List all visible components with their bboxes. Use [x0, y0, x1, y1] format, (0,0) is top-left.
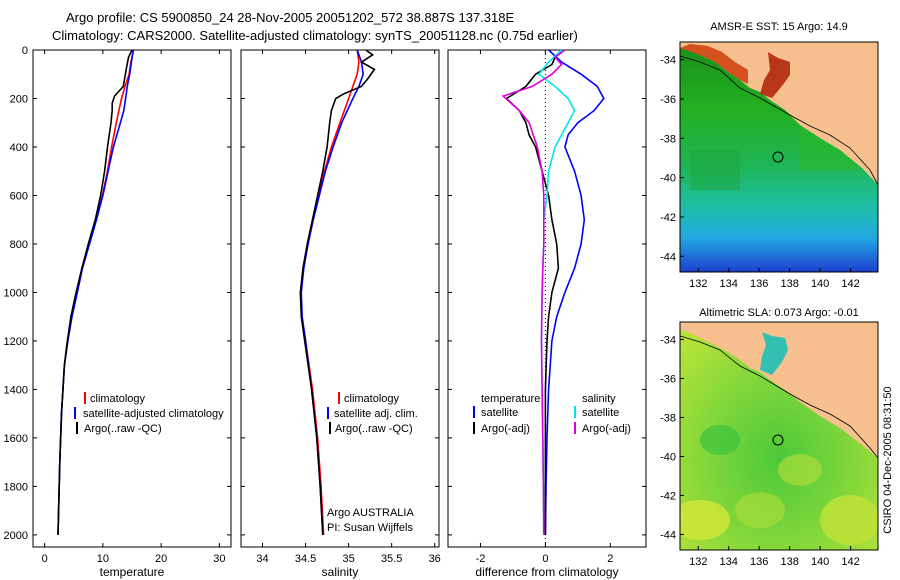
sla-map-title: Altimetric SLA: 0.073 Argo: -0.01 [699, 307, 859, 319]
sst-map [679, 41, 879, 273]
legend-temperature-argo-adj: Argo(-adj) [481, 423, 530, 435]
map-x-tick-label: 134 [720, 556, 738, 568]
y-tick-label: 0 [22, 45, 28, 57]
y-tick-label: 800 [10, 239, 28, 251]
profile-panel-2: 34 34.5 35 35.5 36 salinity [240, 49, 441, 579]
legend-header-temperature: temperature [481, 393, 540, 405]
y-tick-label: 200 [10, 93, 28, 105]
map-x-tick-label: 140 [811, 556, 829, 568]
sst-coastal-warm-water [680, 44, 748, 84]
x-tick-label: 36 [429, 553, 441, 565]
legend-climatology: climatology [90, 393, 146, 405]
map-y-tick-label: -38 [660, 133, 676, 145]
difference-legend: temperature salinity satellite Argo(-adj… [473, 393, 631, 435]
series-line-temperature-satellite [544, 49, 605, 535]
map-y-tick-label: -44 [660, 529, 676, 541]
map-y-tick-label: -40 [660, 173, 676, 185]
map-x-tick-label: 142 [841, 556, 859, 568]
x-tick-label: 34 [256, 553, 268, 565]
x-tick-label: -2 [476, 553, 486, 565]
legend-satellite-adjusted-climatology: satellite-adjusted climatology [83, 408, 224, 420]
map-x-tick-label: 142 [841, 278, 859, 290]
x-axis-label: temperature [100, 565, 165, 579]
y-tick-label: 2000 [4, 530, 28, 542]
x-tick-label: 10 [97, 553, 109, 565]
map-x-tick-label: 138 [780, 278, 798, 290]
map-y-tick-label: -40 [660, 451, 676, 463]
map-x-tick-label: 138 [780, 556, 798, 568]
legend-argo-raw-qc: Argo(..raw -QC) [84, 423, 162, 435]
annotation-argo-australia: Argo AUSTRALIA [327, 507, 414, 519]
map-axes-2: 132 134 136 138 140 142 -34 -36 -38 -40 -42 -44 [660, 335, 860, 568]
y-tick-label: 400 [10, 142, 28, 154]
y-tick-label: 1000 [4, 287, 28, 299]
y-tick-label: 1600 [4, 433, 28, 445]
x-tick-label: 0 [42, 553, 48, 565]
map-y-tick-label: -34 [660, 335, 676, 347]
legend-satellite-adj-clim: satellite adj. clim. [334, 408, 418, 420]
legend-temperature-satellite: satellite [481, 407, 518, 419]
map-y-tick-label: -34 [660, 55, 676, 67]
series-line-temperature-argo-adj- [505, 49, 563, 535]
y-tick-label: 600 [10, 190, 28, 202]
map-y-tick-label: -42 [660, 490, 676, 502]
x-axis-label: difference from climatology [475, 565, 618, 579]
map-x-tick-label: 134 [720, 278, 738, 290]
salinity-legend: climatology satellite adj. clim. Argo(..… [327, 392, 418, 435]
sla-map [679, 321, 879, 551]
sst-gulf [760, 52, 790, 98]
legend-climatology-2: climatology [344, 393, 400, 405]
x-tick-label: 30 [213, 553, 225, 565]
x-tick-label: 35.5 [381, 553, 402, 565]
header-line-1: Argo profile: CS 5900850_24 28-Nov-2005 … [66, 10, 515, 25]
sla-gulf [760, 332, 788, 375]
x-tick-label: 0 [542, 553, 548, 565]
map-axes-1: 132 134 136 138 140 142 -34 -36 -38 -40 -42 -44 [660, 55, 860, 290]
x-tick-label: 34.5 [295, 553, 316, 565]
x-tick-label: 2 [607, 553, 613, 565]
sla-land [680, 322, 878, 458]
map-x-tick-label: 136 [750, 278, 768, 290]
sst-shelf-contour [680, 55, 878, 186]
map-x-tick-label: 132 [689, 278, 707, 290]
x-tick-label: 20 [155, 553, 167, 565]
series-line-argo-raw-qc- [57, 49, 133, 535]
sla-float-marker [772, 434, 784, 446]
legend-header-salinity: salinity [582, 393, 616, 405]
profile-panel-1: 0 10 20 30 0 200 400 600 800 1000 1200 1400 1600 1800… [4, 45, 232, 579]
legend-salinity-argo-adj: Argo(-adj) [582, 423, 631, 435]
map-y-tick-label: -42 [660, 212, 676, 224]
sst-map-title: AMSR-E SST: 15 Argo: 14.9 [710, 21, 848, 33]
map-x-tick-label: 136 [750, 556, 768, 568]
map-y-tick-label: -36 [660, 374, 676, 386]
map-y-tick-label: -38 [660, 412, 676, 424]
x-tick-label: 35 [342, 553, 354, 565]
map-x-tick-label: 132 [689, 556, 707, 568]
header-line-2: Climatology: CARS2000. Satellite-adjuste… [52, 28, 578, 43]
series-line-salinity-argo-adj- [501, 49, 566, 535]
legend-salinity-satellite: satellite [582, 407, 619, 419]
y-tick-label: 1200 [4, 336, 28, 348]
legend-argo-raw-qc-2: Argo(..raw -QC) [335, 423, 413, 435]
map-y-tick-label: -44 [660, 251, 676, 263]
temperature-legend: climatology satellite-adjusted climatolo… [74, 392, 224, 435]
footer-timestamp-vertical: CSIRO 04-Dec-2005 08:31:50 [882, 386, 894, 533]
panel-frame [240, 49, 440, 548]
annotation-pi-name: PI: Susan Wijffels [327, 522, 413, 534]
sst-land [680, 42, 878, 185]
y-tick-label: 1800 [4, 481, 28, 493]
map-x-tick-label: 140 [811, 278, 829, 290]
sla-shelf-contour [680, 335, 878, 459]
sst-float-marker [772, 151, 784, 163]
panel-frame [32, 49, 232, 548]
map-y-tick-label: -36 [660, 94, 676, 106]
x-axis-label: salinity [322, 565, 359, 579]
series-line-argo-raw-qc- [299, 49, 376, 535]
y-tick-label: 1400 [4, 384, 28, 396]
